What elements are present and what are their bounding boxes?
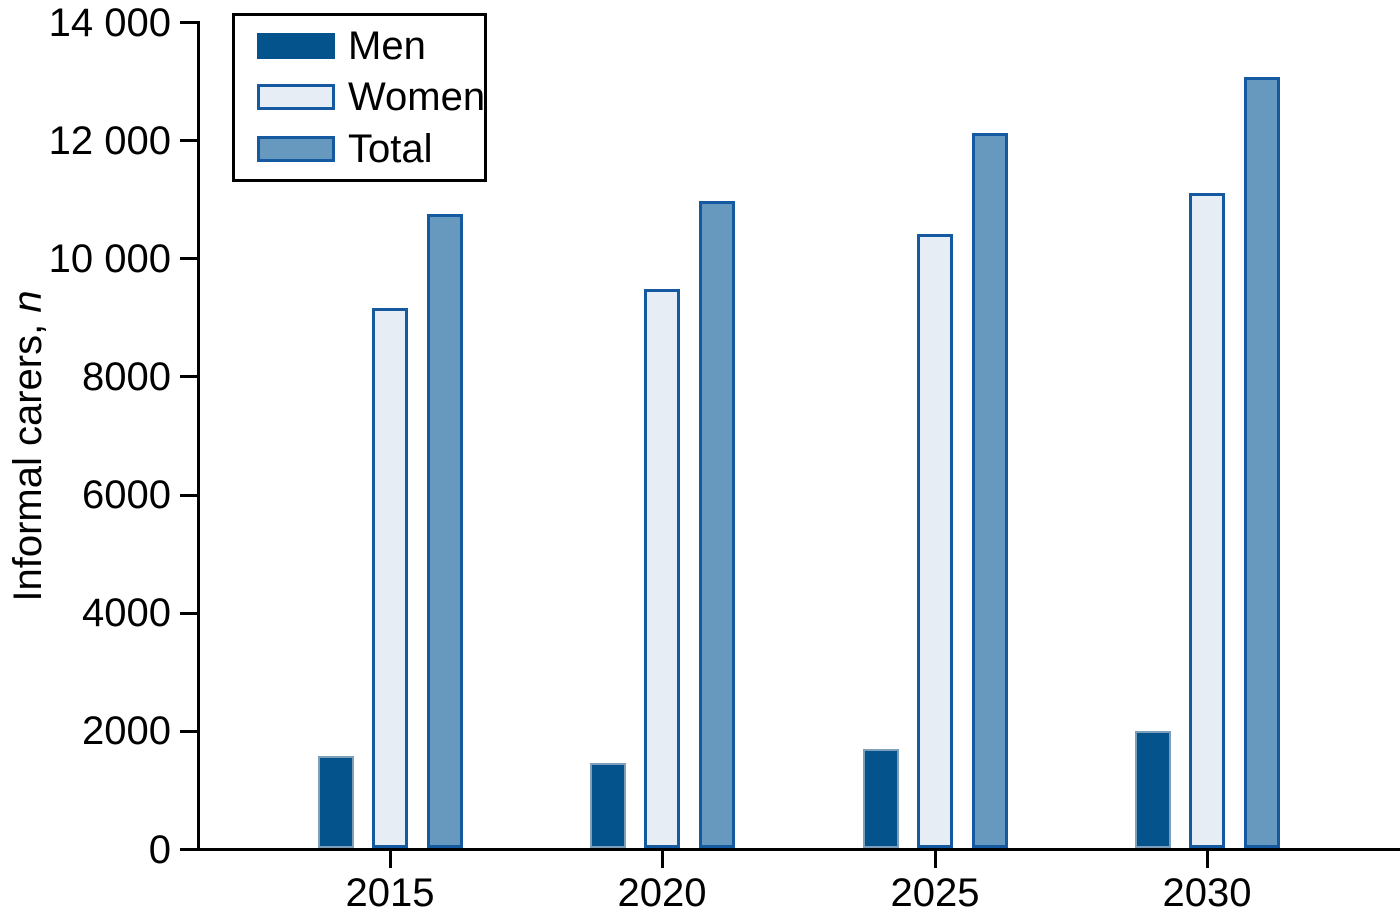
y-tick-label: 4000 [82, 591, 171, 636]
y-tick-label: 14 000 [48, 0, 171, 45]
x-tick [933, 851, 937, 868]
y-tick [180, 848, 197, 851]
y-tick [180, 493, 197, 497]
y-tick-label: 10 000 [48, 236, 171, 281]
women-swatch-icon [257, 84, 335, 111]
bar-men-2030 [1134, 731, 1171, 848]
bar-women-2015 [372, 308, 408, 848]
legend-label-women: Women [348, 75, 486, 120]
y-tick-label: 2000 [82, 709, 171, 754]
y-axis-title-variable: n [6, 290, 50, 313]
y-tick-label: 0 [148, 827, 171, 872]
bar-men-2020 [589, 763, 626, 848]
legend-label-total: Total [348, 127, 433, 172]
legend-item-total: Total [257, 127, 484, 171]
men-swatch-icon [257, 32, 335, 59]
bar-women-2020 [644, 289, 680, 848]
x-tick-label: 2025 [890, 871, 980, 915]
y-tick [180, 611, 197, 615]
x-tick [388, 851, 392, 868]
x-tick [1205, 851, 1209, 868]
bar-men-2025 [862, 749, 899, 848]
x-tick-label: 2030 [1162, 871, 1252, 915]
bar-total-2025 [971, 133, 1008, 848]
bar-total-2030 [1243, 77, 1280, 848]
y-tick-label: 6000 [82, 473, 171, 518]
y-tick [180, 375, 197, 379]
bar-men-2015 [317, 756, 354, 848]
legend-label-men: Men [348, 23, 426, 68]
y-tick [180, 257, 197, 261]
y-tick [180, 729, 197, 733]
total-swatch-icon [257, 136, 335, 163]
legend-item-women: Women [257, 75, 486, 120]
bar-women-2025 [917, 234, 953, 848]
plot-area [197, 21, 1400, 851]
bar-women-2030 [1189, 193, 1225, 848]
x-tick [660, 851, 664, 868]
y-tick [180, 21, 197, 24]
bar-total-2020 [698, 201, 735, 848]
y-tick-label: 12 000 [48, 118, 171, 163]
x-tick-label: 2020 [617, 871, 707, 915]
y-tick [180, 139, 197, 143]
legend: Men Women Total [232, 13, 487, 182]
bar-total-2015 [426, 214, 463, 848]
legend-item-men: Men [257, 24, 484, 68]
y-tick-label: 8000 [82, 354, 171, 399]
x-tick-label: 2015 [345, 871, 435, 915]
